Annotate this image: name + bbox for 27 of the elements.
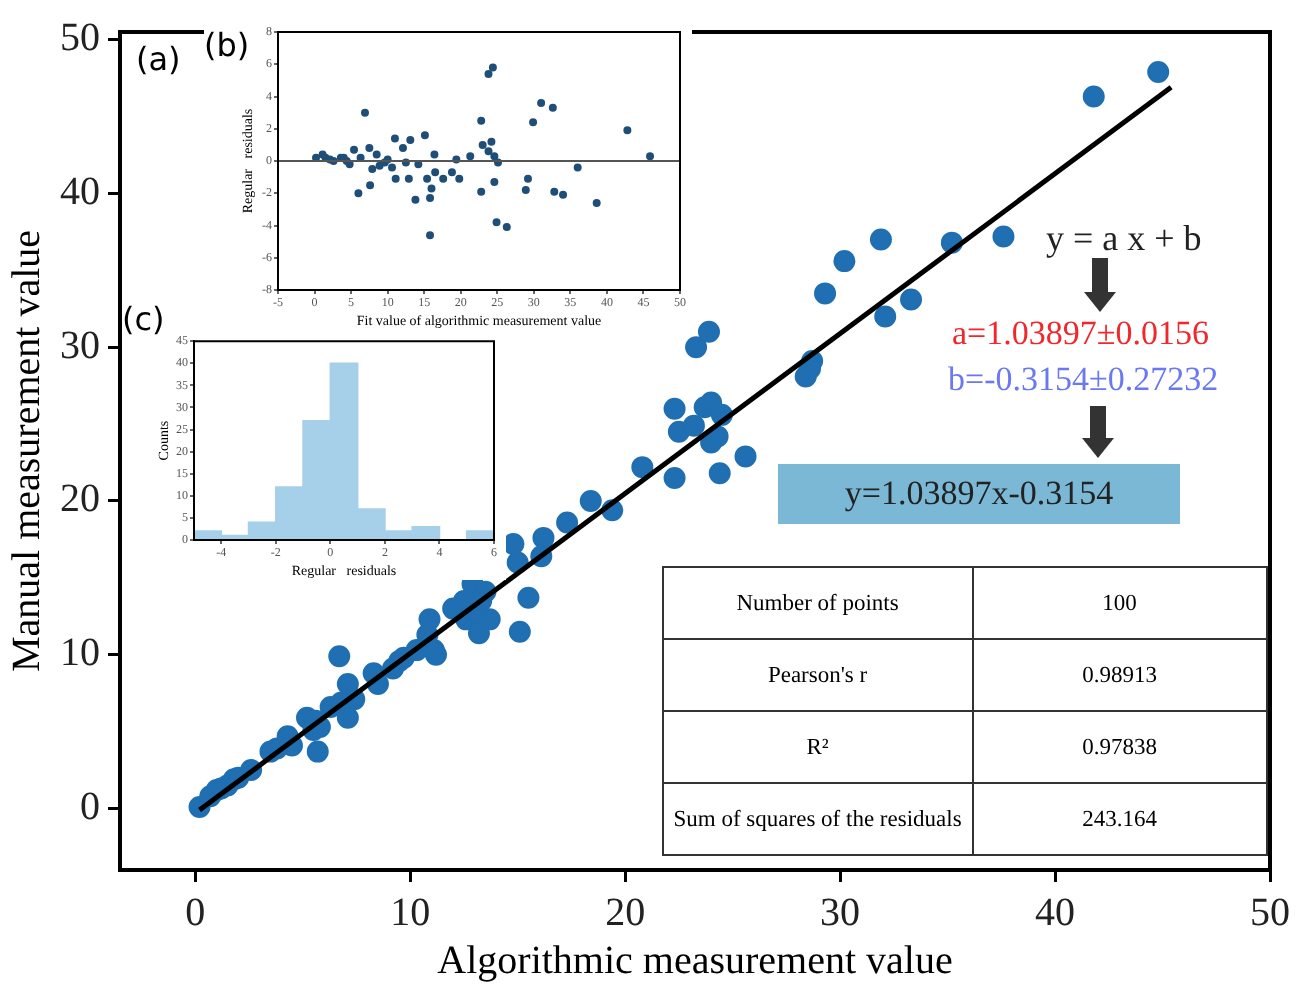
annotation: a=1.03897±0.0156 <box>952 314 1209 354</box>
annotation: b=-0.3154±0.27232 <box>948 360 1219 400</box>
annotation: 0.98913 <box>972 639 1267 711</box>
x-tick-label: 50 <box>1250 890 1290 935</box>
y-tick-label: 0 <box>80 785 100 829</box>
y-tick-label: 40 <box>60 169 100 214</box>
y-tick-label: 10 <box>60 631 100 676</box>
x-tick-label: 20 <box>605 890 646 935</box>
annotation: (c) <box>122 300 165 338</box>
y-tick-label: 20 <box>60 477 100 522</box>
annotation: 0.97838 <box>972 711 1267 783</box>
annotation: Pearson's r <box>663 639 973 711</box>
annotation: Number of points <box>663 567 973 639</box>
annotation: y = a x + b <box>1046 218 1202 260</box>
x-tick-label: 10 <box>390 890 431 935</box>
annotation: (b) <box>204 26 250 64</box>
x-axis-title: Algorithmic measurement value <box>437 938 953 983</box>
x-tick-label: 30 <box>820 890 861 935</box>
annotation: 100 <box>972 567 1267 639</box>
equation-box: y=1.03897x-0.3154 <box>778 464 1180 524</box>
x-tick-label: 40 <box>1035 890 1076 935</box>
annotation: R² <box>663 711 973 783</box>
annotation: (a) <box>136 40 181 78</box>
annotation: 243.164 <box>972 783 1267 855</box>
annotation: Sum of squares of the residuals <box>663 783 973 855</box>
y-axis-title: Manual measurement value <box>4 229 49 673</box>
y-tick-label: 50 <box>60 16 100 61</box>
